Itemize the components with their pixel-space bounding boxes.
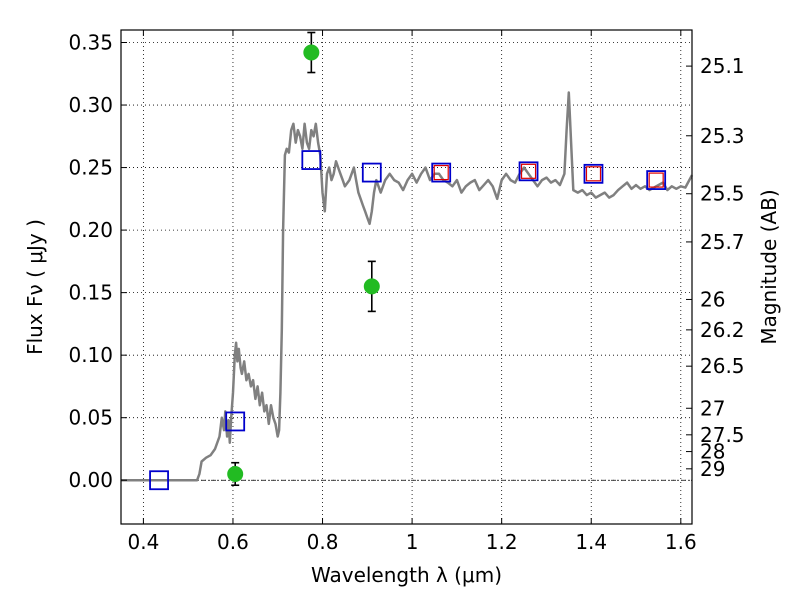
observed-flux-point: [303, 44, 320, 61]
y-tick-label: 0.35: [68, 31, 113, 55]
photometry-square-marker: [585, 166, 602, 182]
photometry-square-marker: [646, 170, 667, 190]
magnitude-tick-label: 25.1: [700, 54, 745, 78]
grid: [121, 30, 692, 524]
y-axis-label: Flux Fν ( μJy ): [23, 219, 47, 355]
x-axis-ticks: 0.4 0.6 0.8 1 1.2 1.4 1.6: [127, 30, 697, 554]
x-tick-label: 0.8: [307, 530, 339, 554]
photometry-square-marker: [583, 163, 604, 184]
y-tick-label: 0.30: [68, 93, 113, 117]
magnitude-tick-label: 29: [700, 457, 725, 481]
photometry-square-marker: [433, 164, 449, 181]
observed-flux-point: [227, 465, 244, 482]
photometry-square-marker: [648, 172, 664, 188]
magnitude-tick-label: 26.5: [700, 354, 745, 378]
x-tick-label: 0.4: [127, 530, 159, 554]
magnitude-axis-label: Magnitude (AB): [757, 189, 781, 344]
photometry-square-marker: [149, 470, 169, 491]
plot-frame: [120, 29, 693, 525]
photometry-square-marker: [520, 163, 537, 179]
observed-flux-point: [363, 278, 380, 295]
magnitude-tick-label: 26.2: [700, 318, 745, 342]
magnitude-tick-label: 25.7: [700, 230, 745, 254]
y-tick-label: 0.15: [68, 281, 113, 305]
x-tick-label: 1.2: [486, 530, 518, 554]
x-tick-label: 1.6: [665, 530, 697, 554]
plot-area: [121, 31, 694, 491]
photometry-square-marker: [361, 162, 382, 183]
photometry-square-marker: [301, 150, 322, 170]
model-spectrum-line: [121, 91, 694, 482]
y-tick-label: 0.10: [68, 343, 113, 367]
x-tick-label: 1: [406, 530, 419, 554]
y-tick-label: 0.05: [68, 406, 113, 430]
y-tick-label: 0.25: [68, 156, 113, 180]
magnitude-tick-label: 27: [700, 396, 725, 420]
y-tick-label: 0.00: [68, 468, 113, 492]
magnitude-tick-label: 28: [700, 440, 725, 464]
y-tick-label: 0.20: [68, 218, 113, 242]
photometry-square-marker: [431, 162, 452, 183]
photometry-square-marker: [225, 411, 246, 432]
magnitude-tick-label: 26: [700, 287, 725, 311]
magnitude-tick-label: 27.5: [700, 423, 745, 447]
magnitude-tick-label: 25.3: [700, 124, 745, 148]
y-axis-ticks: 0.00 0.05 0.10 0.15 0.20 0.25 0.30 0.35: [68, 31, 127, 492]
magnitude-tick-label: 25.5: [700, 182, 745, 206]
x-axis-label: Wavelength λ (μm): [311, 563, 502, 587]
x-tick-label: 1.4: [575, 530, 607, 554]
photometry-square-marker: [518, 161, 539, 182]
x-tick-label: 0.6: [217, 530, 249, 554]
